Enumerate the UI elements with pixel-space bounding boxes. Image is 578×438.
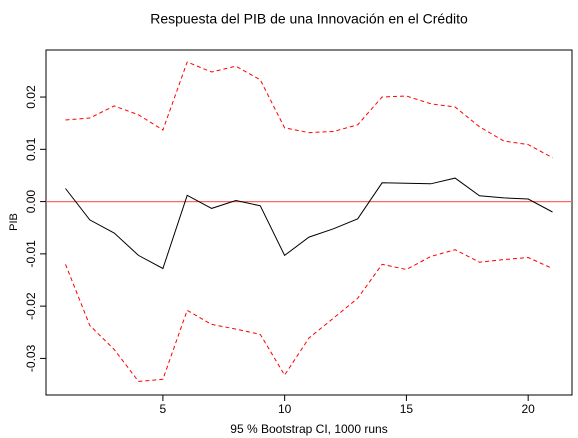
series-line	[65, 249, 553, 382]
y-tick-label: -0.03	[24, 344, 38, 372]
y-tick-label: 0.00	[24, 190, 38, 214]
y-tick-label: 0.01	[24, 137, 38, 161]
y-tick-label: -0.01	[24, 240, 38, 268]
plot-box	[45, 49, 573, 396]
x-tick-label: 15	[400, 402, 414, 416]
y-tick-label: 0.02	[24, 85, 38, 109]
y-tick-label: -0.02	[24, 292, 38, 320]
x-tick-label: 5	[160, 402, 167, 416]
y-axis-label: PIB	[8, 213, 20, 231]
series-line	[65, 177, 553, 270]
chart-title: Respuesta del PIB de una Innovación en e…	[150, 11, 468, 27]
series-line	[65, 61, 553, 159]
x-axis-label: 95 % Bootstrap CI, 1000 runs	[230, 422, 387, 436]
x-tick-label: 20	[521, 402, 535, 416]
x-tick-label: 10	[278, 402, 292, 416]
